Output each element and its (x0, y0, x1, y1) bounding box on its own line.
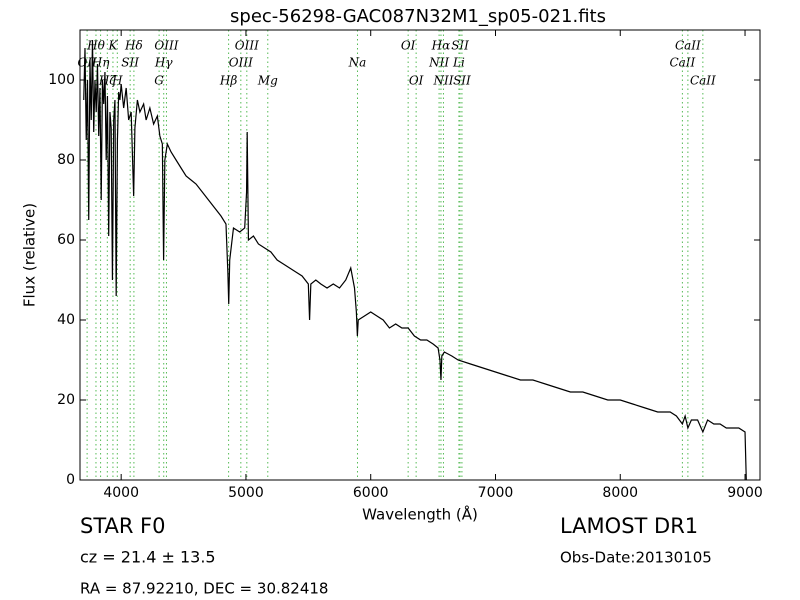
spectral-line-label: Hγ (154, 56, 173, 70)
spectrum-line (83, 39, 747, 480)
spectral-line-label: Na (348, 56, 367, 70)
y-tick-label: 60 (57, 232, 75, 248)
x-tick-label: 4000 (103, 485, 139, 501)
spectral-line-label: OIII (235, 39, 259, 53)
spectral-line-label: SII (453, 74, 471, 88)
y-tick-label: 80 (57, 152, 75, 168)
obs-date: Obs-Date:20130105 (560, 549, 712, 567)
spectral-class: STAR (80, 514, 133, 538)
spectral-line-label: SII (451, 39, 469, 53)
coordinates: RA = 87.92210, DEC = 30.82418 (80, 580, 328, 598)
spectral-line-label: NII (428, 56, 449, 70)
y-tick-label: 40 (57, 312, 75, 328)
chart-title: spec-56298-GAC087N32M1_sp05-021.fits (230, 6, 606, 27)
y-tick-label: 20 (57, 392, 75, 408)
spectral-line-label: Hα (431, 39, 451, 53)
spectral-line-label: CaII (669, 56, 695, 70)
spectral-line-label: Hη (91, 56, 110, 70)
spectral-line-label: OIII (154, 39, 178, 53)
spectral-line-label: CaII (675, 39, 701, 53)
x-tick-label: 7000 (478, 485, 514, 501)
spectral-subclass: F0 (140, 514, 165, 538)
spectral-line-label: Li (452, 56, 465, 70)
spectral-line-label: CaII (690, 74, 716, 88)
x-tick-label: 8000 (602, 485, 638, 501)
spectral-line-label: OI (401, 39, 416, 53)
x-tick-label: 6000 (353, 485, 389, 501)
x-tick-label: 9000 (727, 485, 763, 501)
spectral-line-label: OIII (229, 56, 253, 70)
x-axis-label: Wavelength (Å) (362, 505, 478, 524)
spectral-line-label: Hδ (124, 39, 143, 53)
y-axis-label: Flux (relative) (21, 203, 39, 307)
plot-frame (79, 29, 761, 481)
spectral-line-label: Mg (257, 74, 278, 88)
y-tick-label: 100 (48, 72, 75, 88)
spectral-line-label: SII (121, 56, 139, 70)
spectral-line-label: OI (409, 74, 424, 88)
spectral-line-label: NII (432, 74, 453, 88)
spectral-line-label: Hβ (219, 74, 237, 88)
spectral-line-label: K (107, 39, 118, 53)
spectral-line-label: Hθ (86, 39, 105, 53)
spectral-line-label: G (154, 74, 164, 88)
redshift: cz = 21.4 ± 13.5 (80, 548, 216, 567)
y-tick-label: 0 (66, 472, 75, 488)
spectral-line-label: H (111, 74, 123, 88)
survey: LAMOST DR1 (560, 514, 698, 538)
x-tick-label: 5000 (228, 485, 264, 501)
